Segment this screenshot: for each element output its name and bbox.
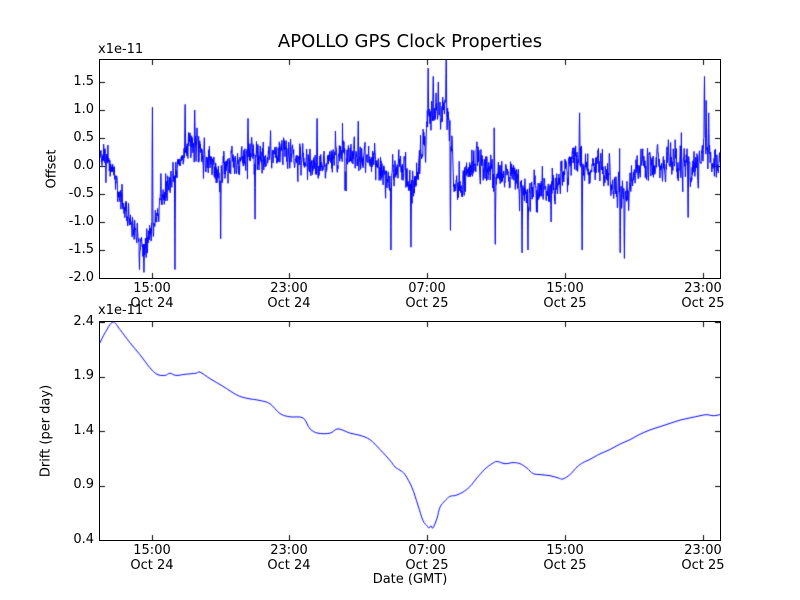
bottom-ytick-label: 1.4 xyxy=(73,423,94,438)
bottom-y-offset-exponent: x1e-11 xyxy=(98,303,144,318)
top-ytick-label: 1.0 xyxy=(73,102,94,117)
top-ytick-label: -1.5 xyxy=(68,242,94,257)
bottom-xtick-date: Oct 24 xyxy=(267,558,311,573)
top-xtick-time: 15:00 xyxy=(133,281,171,296)
bottom-ytick-label: 2.4 xyxy=(73,314,94,329)
bottom-xtick-date: Oct 25 xyxy=(681,558,725,573)
bottom-xtick-time: 23:00 xyxy=(684,543,722,558)
top-xtick-date: Oct 25 xyxy=(681,296,725,311)
top-xtick-time: 23:00 xyxy=(270,281,308,296)
top-xtick-time: 23:00 xyxy=(684,281,722,296)
top-xtick-date: Oct 24 xyxy=(267,296,311,311)
bottom-xtick-time: 23:00 xyxy=(270,543,308,558)
bottom-xtick-time: 15:00 xyxy=(546,543,584,558)
bottom-ytick-label: 0.9 xyxy=(73,477,94,492)
bottom-xtick-time: 07:00 xyxy=(408,543,446,558)
bottom-xtick-time: 15:00 xyxy=(133,543,171,558)
top-ytick-label: 0.0 xyxy=(73,158,94,173)
top-xtick-time: 15:00 xyxy=(546,281,584,296)
top-ytick-label: 1.5 xyxy=(73,74,94,89)
top-y-offset-exponent: x1e-11 xyxy=(98,42,144,57)
top-xtick-date: Oct 25 xyxy=(405,296,449,311)
bottom-xtick-date: Oct 25 xyxy=(405,558,449,573)
top-plot-area xyxy=(100,60,720,278)
top-xtick-time: 07:00 xyxy=(408,281,446,296)
x-axis-label: Date (GMT) xyxy=(372,572,448,587)
bottom-xtick-date: Oct 24 xyxy=(130,558,174,573)
chart-title: APOLLO GPS Clock Properties xyxy=(277,31,543,52)
top-ytick-label: -2.0 xyxy=(68,270,94,285)
top-ytick-label: 0.5 xyxy=(73,130,94,145)
top-xtick-date: Oct 24 xyxy=(130,296,174,311)
bottom-ytick-label: 0.4 xyxy=(73,532,94,547)
bottom-xtick-date: Oct 25 xyxy=(543,558,587,573)
bottom-ytick-label: 1.9 xyxy=(73,368,94,383)
top-xtick-date: Oct 25 xyxy=(543,296,587,311)
bottom-plot-area xyxy=(100,322,720,540)
top-ytick-label: -0.5 xyxy=(68,186,94,201)
top-ytick-label: -1.0 xyxy=(68,214,94,229)
